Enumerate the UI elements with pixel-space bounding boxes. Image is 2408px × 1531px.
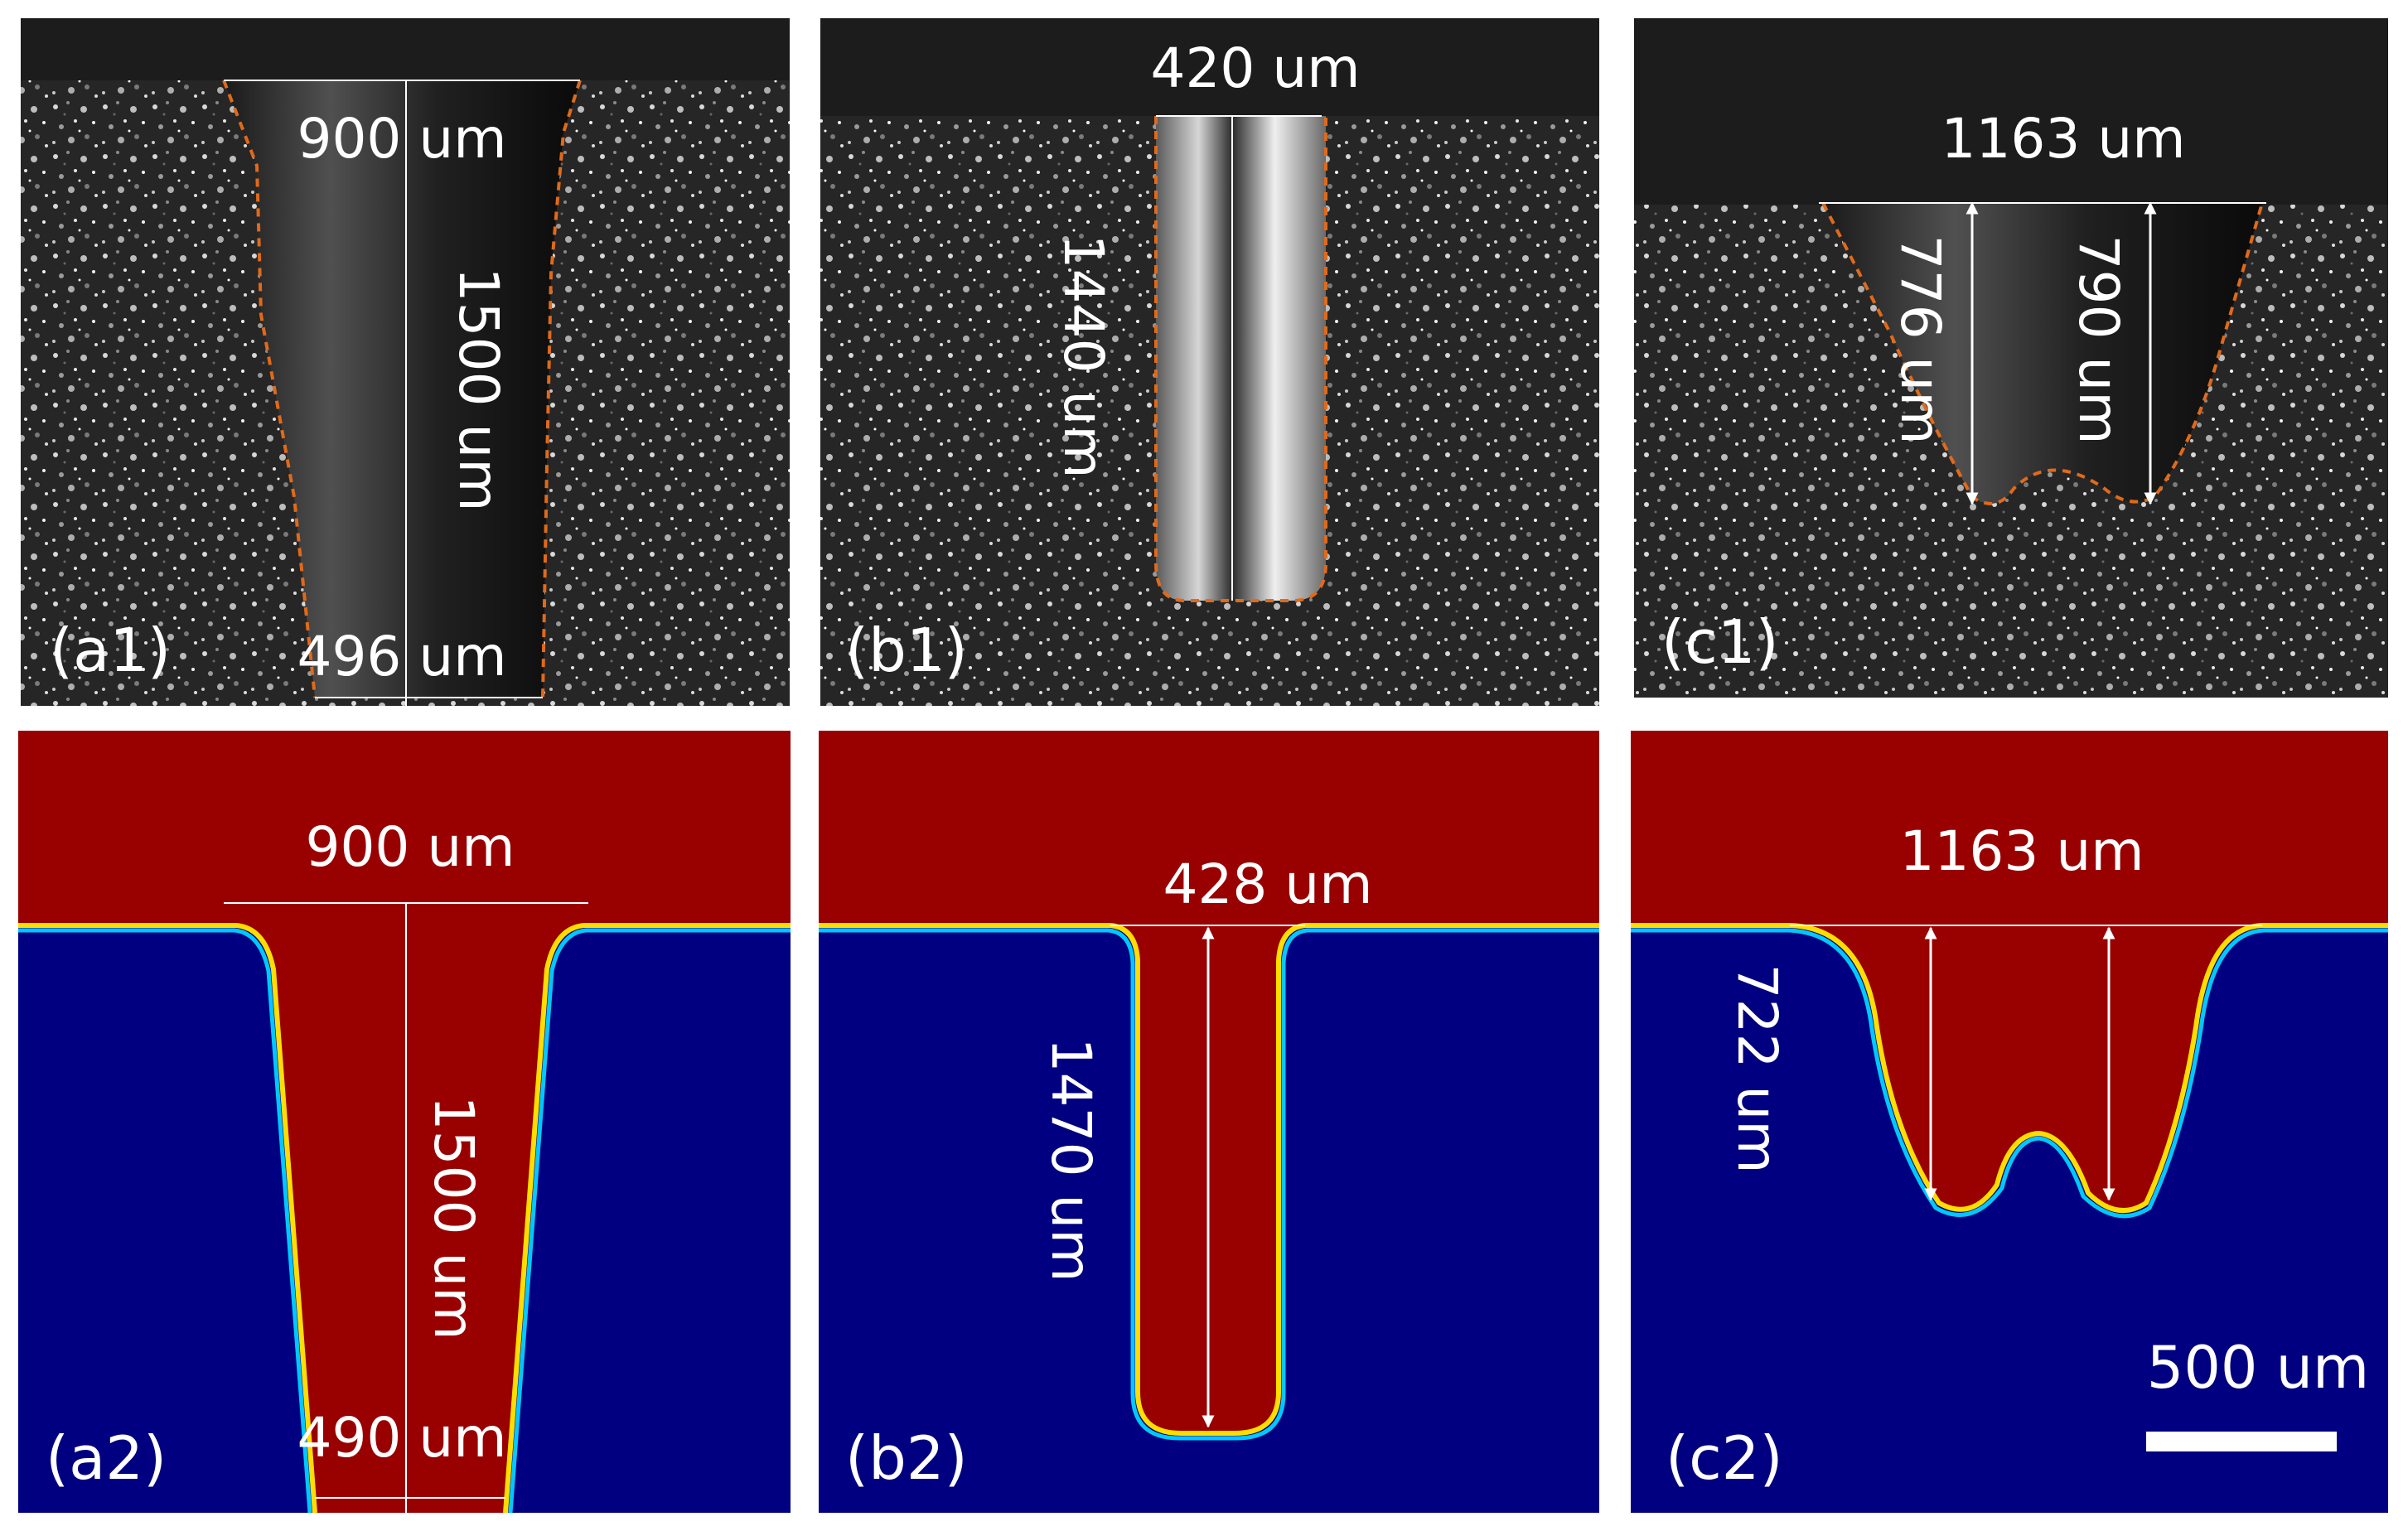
a2-bottom-width: 490 um: [297, 1406, 506, 1470]
panel-c1: 1163 um 776 um 790 um (c1): [1634, 18, 2388, 698]
a1-bottom-width: 496 um: [297, 625, 506, 688]
a1-panel-label: (a1): [50, 616, 171, 685]
c2-top-width: 1163 um: [1899, 819, 2144, 883]
c2-interface: [1631, 923, 2388, 1214]
c1-panel-label: (c1): [1661, 607, 1779, 677]
c2-panel-label: (c2): [1666, 1423, 1783, 1493]
a2-interface: [18, 923, 791, 1514]
c1-top-width: 1163 um: [1941, 107, 2185, 171]
panel-c2: 1163 um 722 um (c2) 500 um: [1631, 731, 2388, 1513]
a1-depth: 1500 um: [447, 267, 510, 511]
b1-groove-boundary: [1154, 116, 1327, 602]
a2-panel-label: (a2): [46, 1423, 167, 1493]
a2-depth: 1500 um: [422, 1095, 486, 1340]
c1-groove-boundary: [1821, 202, 2264, 505]
c1-depth-left: 776 um: [1888, 234, 1952, 444]
panel-a2: 900 um 1500 um 490 um (a2): [18, 731, 791, 1514]
b2-interface: [819, 923, 1599, 1436]
a2-top-width: 900 um: [305, 815, 515, 879]
c1-depth-right: 790 um: [2067, 234, 2130, 444]
a1-groove-boundary: [222, 80, 582, 698]
b1-top-width: 420 um: [1150, 36, 1360, 100]
a1-top-width: 900 um: [297, 107, 506, 171]
panel-b2: 428 um 1470 um (b2): [819, 731, 1599, 1513]
b1-depth: 1440 um: [1052, 234, 1115, 478]
c2-depth: 722 um: [1725, 964, 1789, 1173]
panel-a1: 900 um 1500 um 496 um (a1): [21, 18, 790, 706]
panel-b1: 420 um 1440 um (b1): [820, 18, 1599, 706]
scale-bar-label: 500 um: [2147, 1334, 2369, 1402]
scale-bar: [2146, 1432, 2337, 1451]
b1-panel-label: (b1): [845, 616, 968, 685]
b2-top-width: 428 um: [1163, 852, 1372, 916]
b2-depth: 1470 um: [1039, 1037, 1103, 1282]
b2-panel-label: (b2): [845, 1423, 968, 1493]
